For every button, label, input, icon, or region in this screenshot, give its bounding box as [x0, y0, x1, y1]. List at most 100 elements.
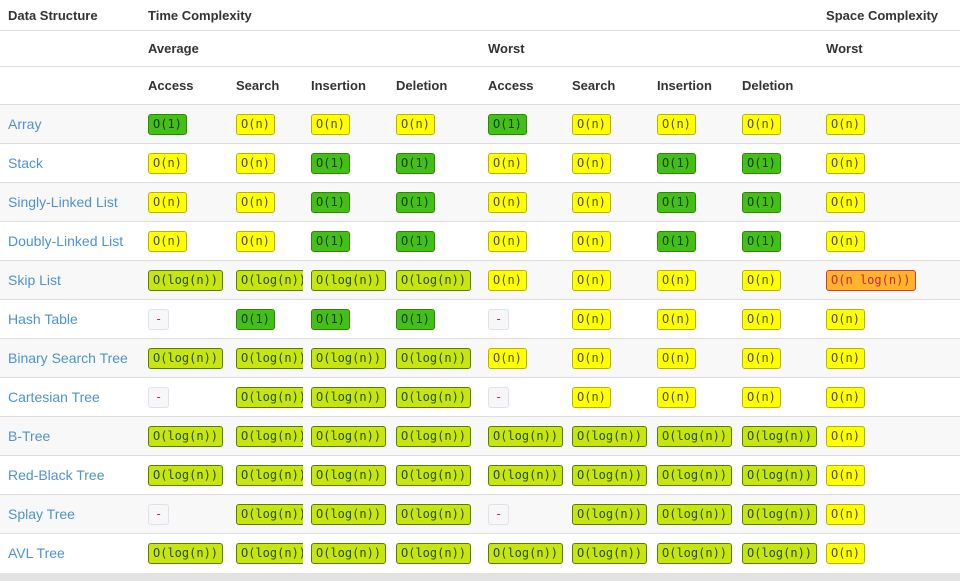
complexity-badge-yellow: O(n) — [236, 231, 275, 252]
complexity-cell: O(log(n)) — [388, 494, 480, 534]
complexity-badge-na: - — [148, 504, 170, 525]
complexity-badge-yellowgreen: O(log(n)) — [657, 465, 733, 486]
complexity-cell: O(n) — [228, 182, 303, 222]
complexity-cell: O(n) — [649, 104, 734, 144]
header-avg-deletion: Deletion — [388, 66, 480, 105]
header-worst-access: Access — [480, 66, 564, 105]
complexity-badge-yellow: O(n) — [572, 387, 611, 408]
data-structure-link[interactable]: Cartesian Tree — [8, 389, 100, 405]
data-structure-link[interactable]: B-Tree — [8, 428, 51, 444]
complexity-cell: O(n) — [818, 182, 960, 222]
complexity-badge-yellowgreen: O(log(n)) — [236, 543, 303, 564]
complexity-badge-na: - — [148, 387, 170, 408]
complexity-cell: O(1) — [228, 299, 303, 339]
complexity-badge-green: O(1) — [311, 231, 350, 252]
complexity-cell: O(n log(n)) — [818, 260, 960, 300]
complexity-badge-yellow: O(n) — [572, 309, 611, 330]
data-structure-link[interactable]: Singly-Linked List — [8, 194, 118, 210]
data-structure-link[interactable]: Doubly-Linked List — [8, 233, 124, 249]
complexity-badge-yellow: O(n) — [742, 114, 781, 135]
complexity-badge-yellow: O(n) — [826, 426, 865, 447]
complexity-cell: O(log(n)) — [480, 416, 564, 456]
complexity-badge-yellowgreen: O(log(n)) — [236, 426, 303, 447]
complexity-badge-yellow: O(n) — [396, 114, 435, 135]
complexity-badge-green: O(1) — [148, 114, 187, 135]
complexity-cell: O(log(n)) — [140, 338, 228, 378]
data-structure-cell: Skip List — [0, 260, 140, 300]
complexity-badge-yellowgreen: O(log(n)) — [311, 465, 387, 486]
complexity-cell: O(log(n)) — [564, 533, 649, 572]
complexity-cell: O(log(n)) — [303, 416, 388, 456]
next-section-divider — [0, 573, 960, 581]
complexity-cell: O(log(n)) — [228, 377, 303, 417]
complexity-cell: O(n) — [480, 143, 564, 183]
complexity-badge-green: O(1) — [657, 153, 696, 174]
complexity-cell: O(log(n)) — [303, 338, 388, 378]
table-row: Skip List O(log(n)) O(log(n)) O(log(n)) O(lo… — [0, 260, 960, 300]
complexity-badge-yellow: O(n) — [236, 192, 275, 213]
complexity-cell: O(log(n)) — [228, 494, 303, 534]
complexity-badge-yellow: O(n) — [826, 309, 865, 330]
data-structure-link[interactable]: Splay Tree — [8, 506, 75, 522]
header-average: Average — [140, 30, 480, 67]
complexity-cell: O(n) — [818, 299, 960, 339]
complexity-badge-yellowgreen: O(log(n)) — [488, 426, 564, 447]
complexity-cell: O(log(n)) — [734, 416, 819, 456]
complexity-cell: O(n) — [734, 338, 819, 378]
complexity-cell: O(n) — [564, 260, 649, 300]
table-row: Doubly-Linked List O(n) O(n) O(1) O(1) O(n) O(… — [0, 221, 960, 261]
data-structure-link[interactable]: Stack — [8, 155, 44, 171]
header-empty-cell — [0, 30, 140, 67]
complexity-badge-yellowgreen: O(log(n)) — [311, 387, 387, 408]
complexity-badge-yellowgreen: O(log(n)) — [148, 543, 224, 564]
complexity-badge-yellowgreen: O(log(n)) — [396, 348, 472, 369]
complexity-cell: O(log(n)) — [564, 416, 649, 456]
complexity-badge-orange: O(n log(n)) — [826, 270, 916, 291]
complexity-badge-yellowgreen: O(log(n)) — [311, 543, 387, 564]
complexity-badge-yellowgreen: O(log(n)) — [572, 465, 648, 486]
header-row-operations: Access Search Insertion Deletion Access … — [0, 66, 960, 105]
complexity-cell: O(n) — [564, 143, 649, 183]
complexity-cell: O(n) — [480, 260, 564, 300]
complexity-badge-na: - — [148, 309, 170, 330]
complexity-badge-yellow: O(n) — [236, 153, 275, 174]
complexity-badge-yellow: O(n) — [657, 387, 696, 408]
complexity-cell: O(n) — [228, 221, 303, 261]
table-row: B-Tree O(log(n)) O(log(n)) O(log(n)) O(log(n… — [0, 416, 960, 456]
complexity-cell: O(1) — [303, 299, 388, 339]
data-structure-link[interactable]: Array — [8, 116, 42, 132]
data-structure-cell: Hash Table — [0, 299, 140, 339]
complexity-cell: O(n) — [388, 104, 480, 144]
complexity-badge-yellow: O(n) — [826, 231, 865, 252]
table-row: Hash Table - O(1) O(1) O(1) - O(n) O(n) O(n) O(n) — [0, 299, 960, 339]
data-structure-link[interactable]: Hash Table — [8, 311, 78, 327]
complexity-badge-yellowgreen: O(log(n)) — [742, 465, 818, 486]
complexity-cell: O(n) — [818, 494, 960, 534]
complexity-badge-yellow: O(n) — [572, 153, 611, 174]
data-structure-link[interactable]: Binary Search Tree — [8, 350, 128, 366]
table-body: Array O(1) O(n) O(n) O(n) O(1) O(n) O(n) O(n) O(n… — [0, 104, 960, 572]
complexity-cell: O(1) — [480, 104, 564, 144]
data-structure-link[interactable]: Red-Black Tree — [8, 467, 105, 483]
complexity-cell: O(n) — [564, 104, 649, 144]
complexity-cell: O(n) — [734, 260, 819, 300]
complexity-badge-na: - — [488, 309, 510, 330]
complexity-cell: O(log(n)) — [734, 455, 819, 495]
complexity-badge-yellow: O(n) — [488, 153, 527, 174]
complexity-cell: O(n) — [140, 221, 228, 261]
header-empty-cell — [818, 66, 960, 105]
complexity-cell: O(log(n)) — [228, 260, 303, 300]
header-worst-deletion: Deletion — [734, 66, 819, 105]
complexity-cell: O(n) — [734, 377, 819, 417]
header-row-groups: Data Structure Time Complexity Space Com… — [0, 0, 960, 31]
complexity-badge-green: O(1) — [311, 192, 350, 213]
complexity-badge-yellow: O(n) — [148, 153, 187, 174]
complexity-cell: O(n) — [649, 377, 734, 417]
complexity-badge-yellowgreen: O(log(n)) — [148, 270, 224, 291]
complexity-badge-yellowgreen: O(log(n)) — [396, 465, 472, 486]
complexity-badge-green: O(1) — [396, 153, 435, 174]
data-structure-link[interactable]: AVL Tree — [8, 545, 65, 561]
complexity-badge-yellow: O(n) — [657, 348, 696, 369]
data-structure-link[interactable]: Skip List — [8, 272, 61, 288]
complexity-cell: O(log(n)) — [734, 533, 819, 572]
